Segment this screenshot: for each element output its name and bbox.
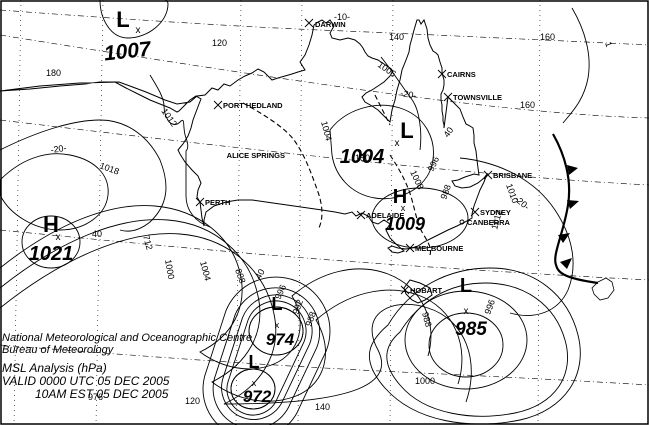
svg-text:x: x [395, 138, 400, 149]
svg-text:National Meteorological and Oc: National Meteorological and Oceanographi… [2, 332, 252, 344]
svg-text:1000: 1000 [163, 259, 176, 280]
svg-text:120: 120 [185, 396, 200, 406]
svg-text:MSL Analysis (hPa): MSL Analysis (hPa) [2, 361, 107, 375]
svg-text:1021: 1021 [29, 243, 74, 265]
svg-text:TOWNSVILLE: TOWNSVILLE [453, 93, 502, 102]
svg-text:L: L [116, 7, 129, 32]
svg-text:L: L [400, 118, 413, 143]
svg-text:140: 140 [389, 32, 404, 42]
svg-text:CANBERRA: CANBERRA [467, 218, 511, 227]
svg-text:996: 996 [482, 298, 497, 316]
svg-text:BRISBANE: BRISBANE [493, 171, 532, 180]
svg-text:180: 180 [46, 68, 61, 78]
svg-text:-10-: -10- [334, 12, 350, 22]
svg-text:1012: 1012 [159, 106, 179, 128]
svg-text:1004: 1004 [198, 260, 213, 282]
svg-text:160: 160 [520, 100, 535, 110]
svg-text:160: 160 [540, 32, 555, 42]
svg-text:140: 140 [315, 402, 330, 412]
svg-text:712: 712 [141, 234, 155, 251]
svg-text:1006: 1006 [376, 59, 398, 79]
svg-text:CAIRNS: CAIRNS [447, 70, 476, 79]
svg-text:-20-: -20- [50, 143, 67, 155]
svg-text:Bureau of Meteorology: Bureau of Meteorology [2, 344, 115, 356]
svg-text:PERTH: PERTH [205, 198, 230, 207]
svg-text:974: 974 [266, 330, 295, 349]
svg-text:996: 996 [273, 283, 288, 301]
svg-text:1004: 1004 [319, 120, 334, 142]
svg-text:1007: 1007 [103, 38, 153, 66]
svg-text:40: 40 [92, 229, 102, 239]
svg-text:1018: 1018 [98, 160, 120, 176]
svg-text:985: 985 [455, 319, 487, 340]
svg-text:x: x [56, 232, 61, 243]
svg-text:120: 120 [212, 38, 227, 48]
svg-text:x: x [136, 25, 141, 36]
svg-text:ALICE SPRINGS: ALICE SPRINGS [227, 151, 285, 160]
svg-text:VALID 0000 UTC 05 DEC 2005: VALID 0000 UTC 05 DEC 2005 [2, 374, 170, 388]
svg-text:1008: 1008 [411, 0, 614, 48]
svg-text:976: 976 [88, 392, 103, 402]
svg-text:x: x [464, 306, 469, 317]
svg-text:988: 988 [438, 183, 453, 201]
